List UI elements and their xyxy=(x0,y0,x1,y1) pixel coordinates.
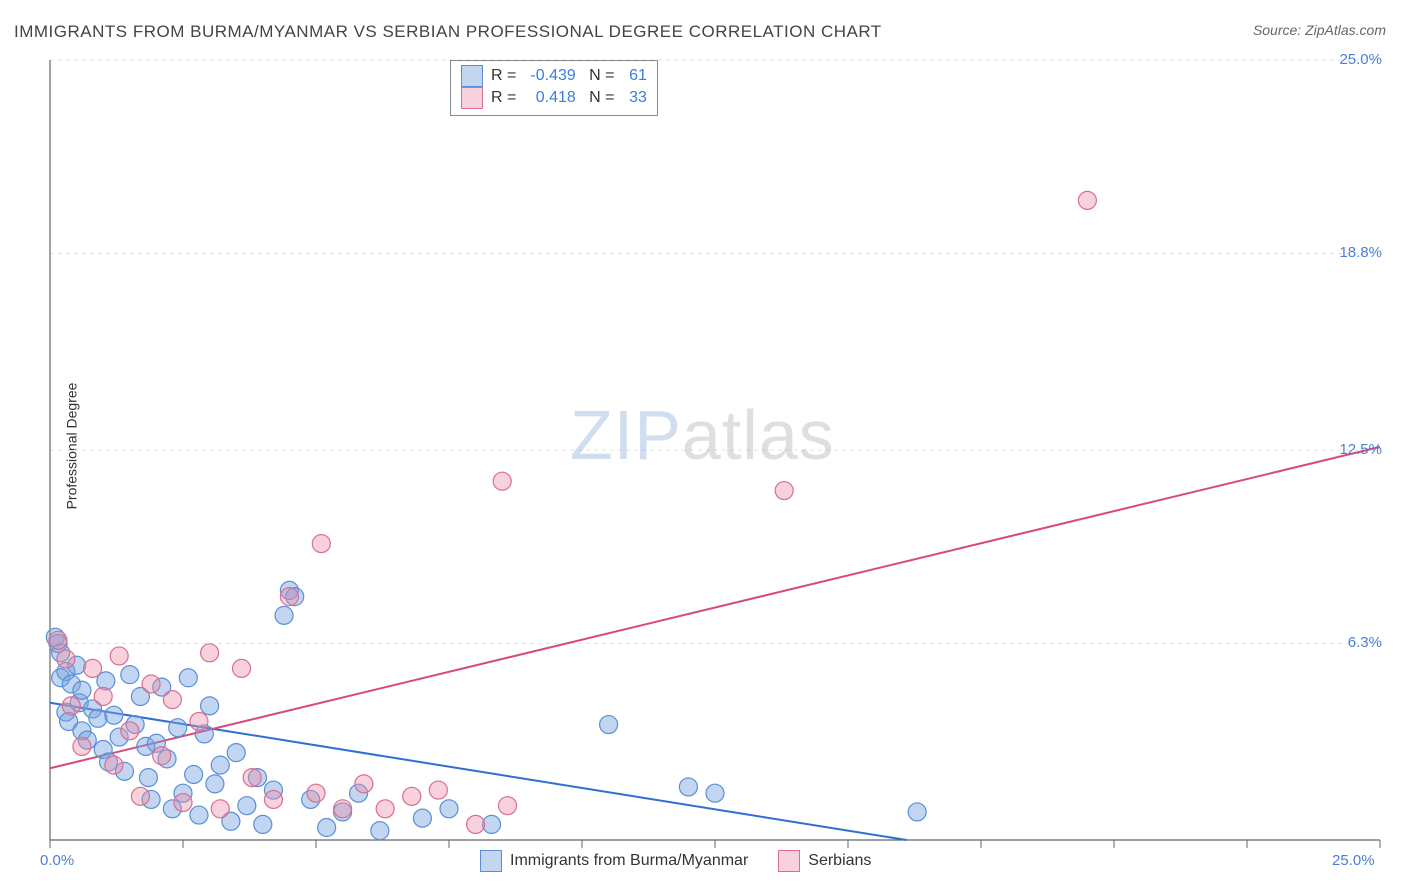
source-label: Source: ZipAtlas.com xyxy=(1253,22,1386,38)
scatter-chart xyxy=(50,60,1380,840)
legend-correlation: R = -0.439 N = 61R = 0.418 N = 33 xyxy=(450,60,658,116)
legend-swatch xyxy=(778,850,800,872)
legend-series-item: Serbians xyxy=(778,850,871,872)
y-tick-label: 25.0% xyxy=(1339,51,1382,68)
legend-swatch xyxy=(461,65,483,87)
chart-area: ZIPatlas R = -0.439 N = 61R = 0.418 N = … xyxy=(50,60,1380,840)
chart-title: IMMIGRANTS FROM BURMA/MYANMAR VS SERBIAN… xyxy=(14,22,882,42)
x-tick-label: 25.0% xyxy=(1332,852,1375,869)
legend-series-label: Immigrants from Burma/Myanmar xyxy=(510,852,748,870)
legend-swatch xyxy=(461,87,483,109)
legend-series: Immigrants from Burma/Myanmar Serbians xyxy=(480,850,871,872)
y-tick-label: 6.3% xyxy=(1348,634,1382,651)
x-tick-label: 0.0% xyxy=(40,852,74,869)
legend-series-label: Serbians xyxy=(808,852,871,870)
y-tick-label: 18.8% xyxy=(1339,244,1382,261)
legend-text: R = -0.439 N = 61 xyxy=(491,65,647,87)
legend-series-item: Immigrants from Burma/Myanmar xyxy=(480,850,748,872)
legend-row: R = 0.418 N = 33 xyxy=(461,87,647,109)
y-tick-label: 12.5% xyxy=(1339,441,1382,458)
legend-text: R = 0.418 N = 33 xyxy=(491,87,647,109)
legend-row: R = -0.439 N = 61 xyxy=(461,65,647,87)
legend-swatch xyxy=(480,850,502,872)
